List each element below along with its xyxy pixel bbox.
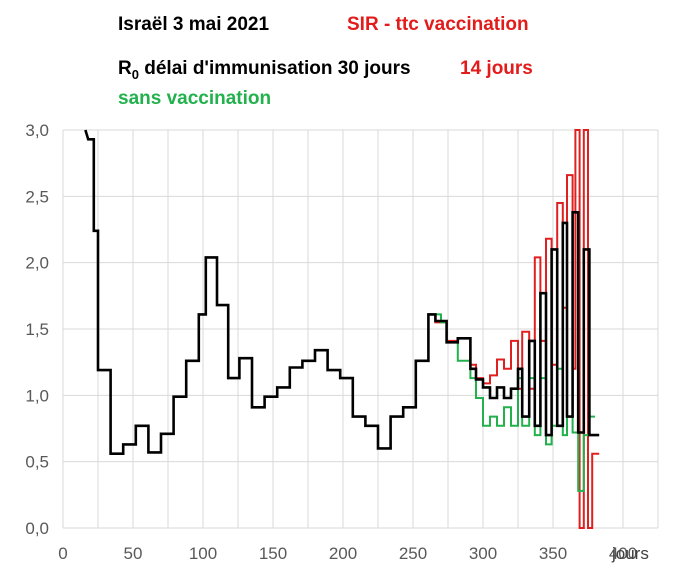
x-tick-label: 200 [329,544,357,563]
y-tick-label: 2,5 [25,187,49,206]
x-tick-label: 150 [259,544,287,563]
x-axis-unit-label: jours [611,544,649,563]
y-tick-label: 0,0 [25,519,49,538]
y-tick-label: 2,0 [25,254,49,273]
x-tick-label: 100 [189,544,217,563]
x-tick-label: 250 [399,544,427,563]
x-tick-label: 350 [539,544,567,563]
series-line-black [84,129,600,456]
y-tick-label: 1,5 [25,320,49,339]
chart-title-line1: Israël 3 mai 2021 [118,14,269,35]
grid [62,129,659,529]
y-tick-label: 3,0 [25,121,49,140]
chart-title-line2-main: délai d'immunisation 30 jours [139,58,411,79]
r0-subscript: 0 [132,67,139,82]
x-tick-label: 400 [609,544,637,563]
x-axis-ticks: 0 50 100 150 200 250 300 350 400 [58,544,637,563]
y-axis-ticks: 0,0 0,5 1,0 1,5 2,0 2,5 3,0 [25,121,49,538]
series-lines [84,129,600,529]
x-tick-label: 50 [124,544,143,563]
chart-title-line2: R0 délai d'immunisation 30 jours [118,58,411,82]
chart-title-green-label: sans vaccination [118,88,271,109]
series-line-red [428,129,600,529]
chart-title-red-label: SIR - ttc vaccination [347,14,529,35]
y-tick-label: 0,5 [25,453,49,472]
x-tick-label: 0 [58,544,67,563]
chart-title-14-jours: 14 jours [460,58,533,79]
r0-symbol: R [118,58,132,79]
x-tick-label: 300 [469,544,497,563]
y-tick-label: 1,0 [25,386,49,405]
